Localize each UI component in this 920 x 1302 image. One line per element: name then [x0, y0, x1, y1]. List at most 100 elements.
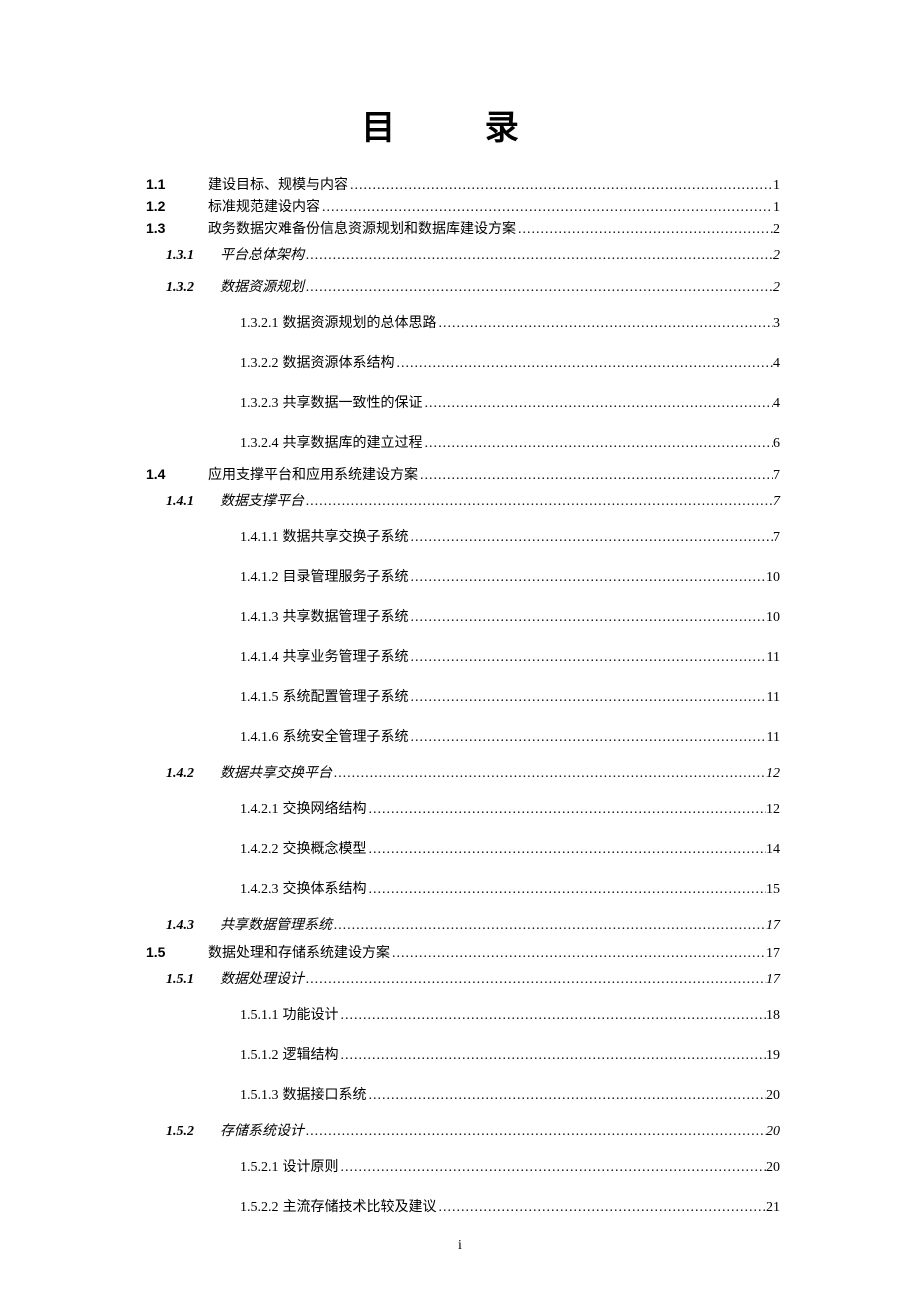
toc-entry: 1.4.3 共享数据管理系统 .........................…	[166, 913, 780, 939]
toc-entry-page: 21	[766, 1201, 780, 1215]
toc-leader-dots: ........................................…	[304, 973, 766, 987]
toc-entry: 1.4.1.2 目录管理服务子系统 ......................…	[240, 561, 780, 595]
toc-entry: 1.4.2.3 交换体系结构 .........................…	[240, 873, 780, 907]
toc-entry-text: 共享数据库的建立过程	[283, 437, 423, 451]
toc-leader-dots: ........................................…	[418, 469, 773, 483]
toc-entry-text: 数据资源规划	[220, 281, 304, 295]
toc-entry-number: 1.4.2.1	[240, 803, 279, 817]
toc-entry-text: 共享数据管理系统	[220, 919, 332, 933]
toc-entry-page: 17	[766, 973, 780, 987]
toc-entry-text: 共享业务管理子系统	[283, 651, 409, 665]
toc-entry: 1.3 政务数据灾难备份信息资源规划和数据库建设方案 .............…	[146, 221, 780, 237]
toc-leader-dots: ........................................…	[367, 803, 767, 817]
toc-entry-text: 数据处理设计	[220, 973, 304, 987]
toc-leader-dots: ........................................…	[390, 947, 766, 961]
toc-title: 目 录	[140, 100, 780, 149]
toc-entry: 1.3.1 平台总体架构 ...........................…	[166, 243, 780, 269]
toc-entry-number: 1.3	[146, 221, 208, 235]
toc-entry: 1.5.2.1 设计原则 ...........................…	[240, 1151, 780, 1185]
toc-entry-number: 1.3.2.1	[240, 317, 279, 331]
toc-entry: 1.4.1.3 共享数据管理子系统 ......................…	[240, 601, 780, 635]
toc-entry-text: 数据资源规划的总体思路	[283, 317, 437, 331]
toc-entry-page: 2	[773, 281, 780, 295]
toc-leader-dots: ........................................…	[367, 1089, 767, 1103]
toc-entry-page: 14	[766, 843, 780, 857]
toc-entry-number: 1.4.1.6	[240, 731, 279, 745]
toc-entry-number: 1.4.1.4	[240, 651, 279, 665]
toc-entry-text: 数据接口系统	[283, 1089, 367, 1103]
toc-entry-text: 逻辑结构	[283, 1049, 339, 1063]
toc-entry-page: 4	[773, 357, 780, 371]
toc-entry-number: 1.5.1.2	[240, 1049, 279, 1063]
toc-entry-number: 1.3.2.3	[240, 397, 279, 411]
toc-entry-text: 存储系统设计	[220, 1125, 304, 1139]
toc-entry-text: 建设目标、规模与内容	[208, 179, 348, 193]
toc-leader-dots: ........................................…	[304, 249, 773, 263]
toc-entry-number: 1.4.1.1	[240, 531, 279, 545]
toc-entry-text: 共享数据管理子系统	[283, 611, 409, 625]
toc-entry-number: 1.4.1.5	[240, 691, 279, 705]
toc-entry: 1.5.2 存储系统设计 ...........................…	[166, 1119, 780, 1145]
toc-entry-page: 18	[766, 1009, 780, 1023]
toc-entry-page: 10	[766, 611, 780, 625]
toc-entry-text: 标准规范建设内容	[208, 201, 320, 215]
toc-leader-dots: ........................................…	[409, 531, 774, 545]
toc-entry-number: 1.5.2.1	[240, 1161, 279, 1175]
toc-entry-number: 1.4.3	[166, 919, 220, 933]
toc-entry-number: 1.5.2.2	[240, 1201, 279, 1215]
toc-leader-dots: ........................................…	[437, 317, 774, 331]
toc-entry-text: 目录管理服务子系统	[283, 571, 409, 585]
toc-entry-page: 2	[773, 249, 780, 263]
toc-entry: 1.5.2.2 主流存储技术比较及建议 ....................…	[240, 1191, 780, 1225]
toc-entry-number: 1.3.2.2	[240, 357, 279, 371]
toc-entry: 1.3.2.4 共享数据库的建立过程 .....................…	[240, 427, 780, 461]
toc-entry-text: 数据资源体系结构	[283, 357, 395, 371]
toc-entry-page: 11	[767, 731, 780, 745]
toc-entry: 1.3.2.3 共享数据一致性的保证 .....................…	[240, 387, 780, 421]
toc-entry-number: 1.4.1.3	[240, 611, 279, 625]
toc-leader-dots: ........................................…	[339, 1049, 767, 1063]
toc-entry-page: 2	[773, 223, 780, 237]
toc-entry-page: 10	[766, 571, 780, 585]
toc-entry-number: 1.1	[146, 177, 208, 191]
toc-leader-dots: ........................................…	[367, 883, 767, 897]
toc-entry-text: 设计原则	[283, 1161, 339, 1175]
toc-entry-page: 12	[766, 767, 780, 781]
toc-entry-page: 17	[766, 919, 780, 933]
toc-entry-number: 1.5	[146, 945, 208, 959]
toc-entry-page: 7	[773, 469, 780, 483]
toc-leader-dots: ........................................…	[423, 397, 774, 411]
toc-entry-text: 数据共享交换平台	[220, 767, 332, 781]
toc-entry: 1.3.2.1 数据资源规划的总体思路 ....................…	[240, 307, 780, 341]
toc-leader-dots: ........................................…	[395, 357, 774, 371]
toc-entry-number: 1.5.1	[166, 973, 220, 987]
toc-entry: 1.5.1.3 数据接口系统 .........................…	[240, 1079, 780, 1113]
toc-leader-dots: ........................................…	[423, 437, 774, 451]
toc-entry-page: 19	[766, 1049, 780, 1063]
toc-entry-page: 7	[773, 531, 780, 545]
toc-leader-dots: ........................................…	[304, 281, 773, 295]
toc-entry-page: 7	[773, 495, 780, 509]
toc-entry-page: 11	[767, 691, 780, 705]
toc-entry: 1.4.2.1 交换网络结构 .........................…	[240, 793, 780, 827]
toc-entry-number: 1.4.2.3	[240, 883, 279, 897]
toc-entry-page: 6	[773, 437, 780, 451]
toc-leader-dots: ........................................…	[332, 767, 766, 781]
toc-entry-number: 1.4.1.2	[240, 571, 279, 585]
toc-entry-number: 1.5.1.1	[240, 1009, 279, 1023]
toc-entry: 1.4 应用支撑平台和应用系统建设方案 ....................…	[146, 467, 780, 483]
toc-leader-dots: ........................................…	[367, 843, 767, 857]
toc-entry: 1.4.1.5 系统配置管理子系统 ......................…	[240, 681, 780, 715]
toc-entry: 1.5.1.1 功能设计 ...........................…	[240, 999, 780, 1033]
toc-entry-text: 交换体系结构	[283, 883, 367, 897]
toc-container: 1.1 建设目标、规模与内容 .........................…	[140, 177, 780, 1225]
toc-entry-text: 数据处理和存储系统建设方案	[208, 947, 390, 961]
toc-entry: 1.4.1.6 系统安全管理子系统 ......................…	[240, 721, 780, 755]
toc-entry-text: 应用支撑平台和应用系统建设方案	[208, 469, 418, 483]
toc-entry-number: 1.4.1	[166, 495, 220, 509]
toc-leader-dots: ........................................…	[339, 1009, 767, 1023]
toc-entry-number: 1.3.2	[166, 281, 220, 295]
toc-entry-number: 1.4.2	[166, 767, 220, 781]
toc-entry-text: 平台总体架构	[220, 249, 304, 263]
toc-entry: 1.2 标准规范建设内容 ...........................…	[146, 199, 780, 215]
